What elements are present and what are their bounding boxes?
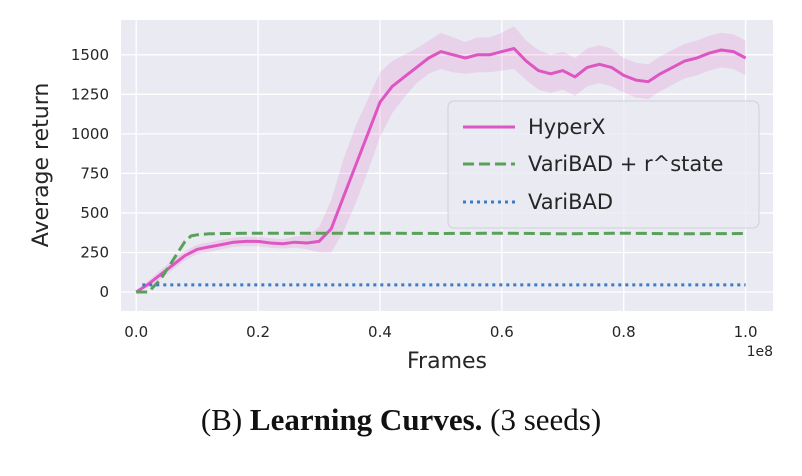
caption-suffix: (3 seeds)	[482, 402, 602, 437]
band-hyperx	[136, 26, 746, 293]
y-tick-label: 500	[80, 204, 109, 222]
legend-label-hyperx: HyperX	[528, 115, 606, 139]
y-tick-label: 0	[99, 283, 109, 301]
caption-prefix: (B)	[200, 402, 250, 437]
x-tick-label: 1.0	[734, 323, 758, 341]
band-layer	[136, 26, 746, 293]
x-tick-label: 0.0	[124, 323, 148, 341]
y-tick-label: 1000	[71, 125, 109, 143]
chart: 0 250 500 750 1000 1250 1500 0.0 0.2 0.4 0.6 0.8 1.…	[29, 20, 773, 374]
y-tick-labels: 0 250 500 750 1000 1250 1500	[71, 46, 109, 301]
y-tick-label: 1250	[71, 85, 109, 103]
series-line-hyperx	[135, 47, 747, 294]
y-axis-label: Average return	[29, 83, 54, 248]
series-line-varibad-r-state	[136, 231, 746, 294]
legend-box	[447, 100, 760, 229]
y-tick-label: 750	[80, 164, 109, 182]
x-tick-label: 0.8	[612, 323, 636, 341]
x-tick-label: 0.6	[490, 323, 514, 341]
x-tick-label: 0.2	[246, 323, 270, 341]
x-tick-labels: 0.0 0.2 0.4 0.6 0.8 1.0	[124, 323, 757, 341]
y-tick-label: 1500	[71, 46, 109, 64]
x-axis-label: Frames	[407, 349, 487, 374]
y-tick-label: 250	[80, 243, 109, 261]
legend-label-varibad: VariBAD	[528, 190, 613, 214]
caption-bold: Learning Curves.	[249, 402, 483, 437]
x-tick-label: 0.4	[368, 323, 392, 341]
x-axis-exponent: 1e8	[747, 344, 773, 360]
legend-label-varibad-rstate: VariBAD + r^state	[528, 152, 723, 176]
legend: HyperX VariBAD + r^state VariBAD	[447, 100, 760, 229]
line-layer	[135, 47, 747, 294]
figure-caption: (B) Learning Curves. (3 seeds)	[0, 402, 802, 438]
